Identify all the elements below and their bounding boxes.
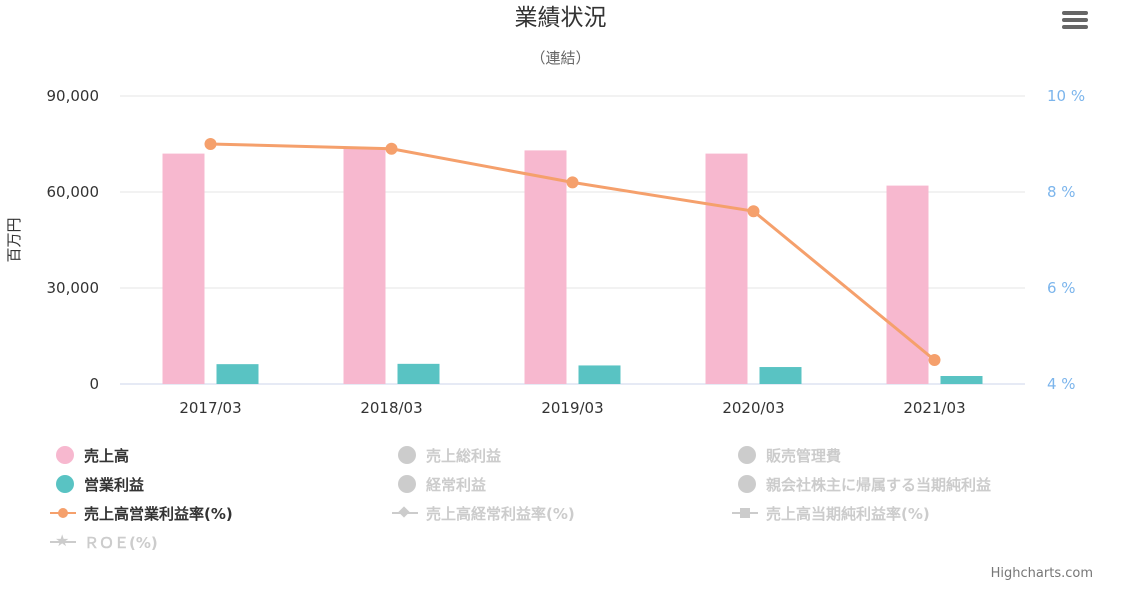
chart-plot: 0 30,000 60,000 90,000 4 % 6 % 8 % 10 % 百万円 2017/… [5, 87, 1085, 417]
y-left-tick-label: 30,000 [47, 279, 100, 297]
x-tick-label: 2021/03 [903, 399, 965, 417]
legend-symbol-icon [392, 503, 420, 523]
legend-item[interactable]: 販売管理費 [732, 444, 841, 466]
bar-operating-profit [759, 367, 802, 384]
bar-operating-profit [940, 376, 983, 384]
legend-symbol-icon [732, 503, 760, 523]
legend-symbol-icon [732, 445, 760, 465]
legend-label: 売上高 [84, 446, 130, 465]
legend-symbol-icon [732, 474, 760, 494]
x-tick-label: 2020/03 [722, 399, 784, 417]
y-right-tick-label: 4 % [1047, 375, 1076, 393]
legend-symbol-icon [392, 474, 420, 494]
bar-sales [524, 150, 567, 384]
data-point-operating-margin [385, 142, 398, 155]
data-point-operating-margin [747, 205, 760, 218]
bar-operating-profit [216, 364, 259, 384]
legend-label: 売上高経常利益率(%) [426, 504, 575, 523]
legend-item[interactable]: 経常利益 [392, 473, 486, 495]
legend-symbol-icon: ★ [50, 531, 78, 552]
y-right-tick-label: 10 % [1047, 87, 1085, 105]
legend-symbol-icon [50, 445, 78, 465]
chart-subtitle: （連結） [530, 49, 591, 67]
data-point-operating-margin [928, 354, 941, 366]
data-point-operating-margin [204, 138, 217, 150]
legend-label: 売上総利益 [426, 446, 502, 465]
legend-item[interactable]: ★ ＲＯＥ(%) [50, 531, 158, 553]
x-tick-label: 2017/03 [179, 399, 241, 417]
legend-item[interactable]: 売上高経常利益率(%) [392, 502, 575, 524]
bar-sales [162, 153, 205, 384]
x-tick-label: 2019/03 [541, 399, 603, 417]
y-left-tick-label: 60,000 [47, 183, 100, 201]
x-tick-label: 2018/03 [360, 399, 422, 417]
legend-symbol-icon [50, 474, 78, 494]
legend-item[interactable]: 売上高当期純利益率(%) [732, 502, 930, 524]
bar-sales [343, 147, 386, 384]
y-right-tick-label: 6 % [1047, 279, 1076, 297]
y-right-tick-label: 8 % [1047, 183, 1076, 201]
bar-operating-profit [397, 363, 440, 384]
bar-operating-profit [578, 365, 621, 384]
menu-bar [1062, 25, 1088, 29]
legend-label: 経常利益 [426, 475, 487, 494]
bar-sales [705, 153, 748, 384]
data-point-operating-margin [566, 176, 579, 189]
menu-bar [1062, 18, 1088, 22]
legend-item[interactable]: 営業利益 [50, 473, 144, 495]
legend-label: 販売管理費 [766, 446, 842, 465]
legend-item[interactable]: 親会社株主に帰属する当期純利益 [732, 473, 991, 495]
legend-item[interactable]: 売上高営業利益率(%) [50, 502, 233, 524]
legend-label: 親会社株主に帰属する当期純利益 [766, 475, 992, 494]
legend-symbol-icon [50, 503, 78, 523]
legend-label: 売上高当期純利益率(%) [766, 504, 930, 523]
legend-item[interactable]: 売上総利益 [392, 444, 501, 466]
credits-link[interactable]: Highcharts.com [990, 566, 1093, 581]
y-left-axis-label: 百万円 [5, 217, 23, 262]
menu-bar [1062, 11, 1088, 15]
legend-item[interactable]: 売上高 [50, 444, 129, 466]
legend-label: 売上高営業利益率(%) [84, 504, 233, 523]
y-left-tick-label: 0 [89, 375, 99, 393]
bar-sales [886, 185, 929, 384]
legend-symbol-icon [392, 445, 420, 465]
legend-label: 営業利益 [84, 475, 145, 494]
legend-label: ＲＯＥ(%) [84, 533, 158, 552]
hamburger-menu-icon[interactable] [1060, 8, 1090, 34]
y-left-tick-label: 90,000 [47, 87, 100, 105]
chart-title: 業績状況 [514, 5, 607, 31]
